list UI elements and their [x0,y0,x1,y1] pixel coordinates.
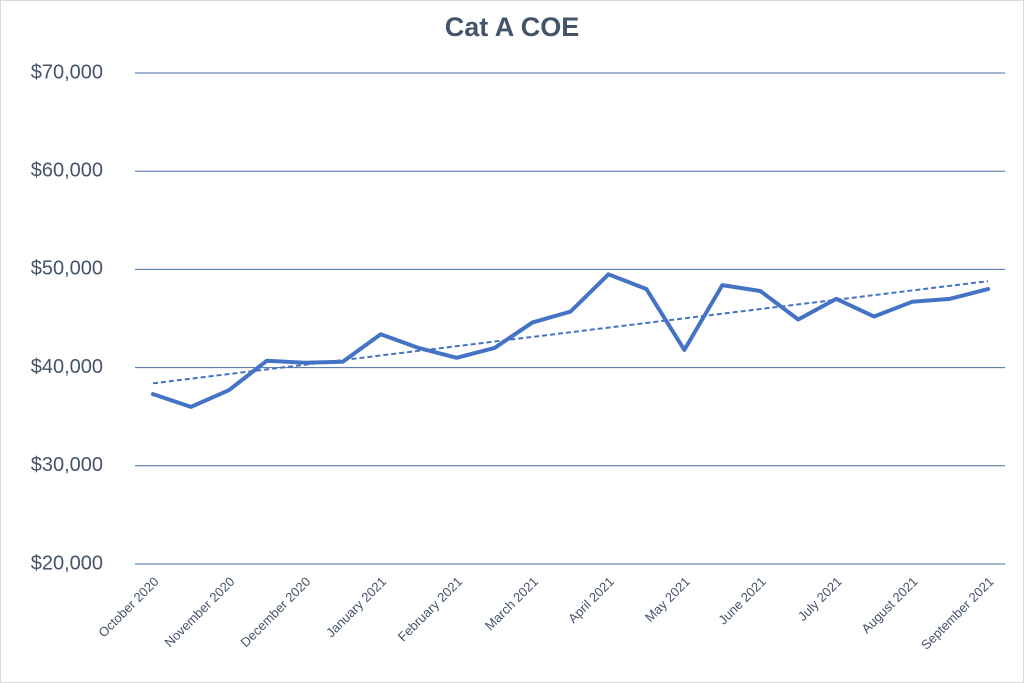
y-tick-label: $30,000 [31,454,103,476]
x-tick-label: January 2021 [323,574,389,640]
y-tick-label: $70,000 [31,61,103,83]
x-tick-label: August 2021 [858,574,920,636]
y-tick-label: $60,000 [31,159,103,181]
x-tick-label: March 2021 [482,574,541,633]
x-tick-label: September 2021 [918,574,997,653]
x-tick-label: June 2021 [715,574,769,628]
y-tick-label: $40,000 [31,356,103,378]
x-tick-label: February 2021 [395,574,465,644]
y-tick-label: $50,000 [31,258,103,280]
x-tick-label: November 2020 [161,574,237,650]
x-tick-label: May 2021 [642,574,693,625]
x-tick-label: July 2021 [795,574,845,624]
trendline [152,280,989,385]
x-tick-label: April 2021 [565,574,617,626]
line-series [151,272,990,409]
chart-title: Cat A COE [445,12,580,42]
y-tick-label: $20,000 [31,552,103,574]
x-tick-label: October 2020 [95,574,161,640]
x-tick-label: December 2020 [237,574,313,650]
